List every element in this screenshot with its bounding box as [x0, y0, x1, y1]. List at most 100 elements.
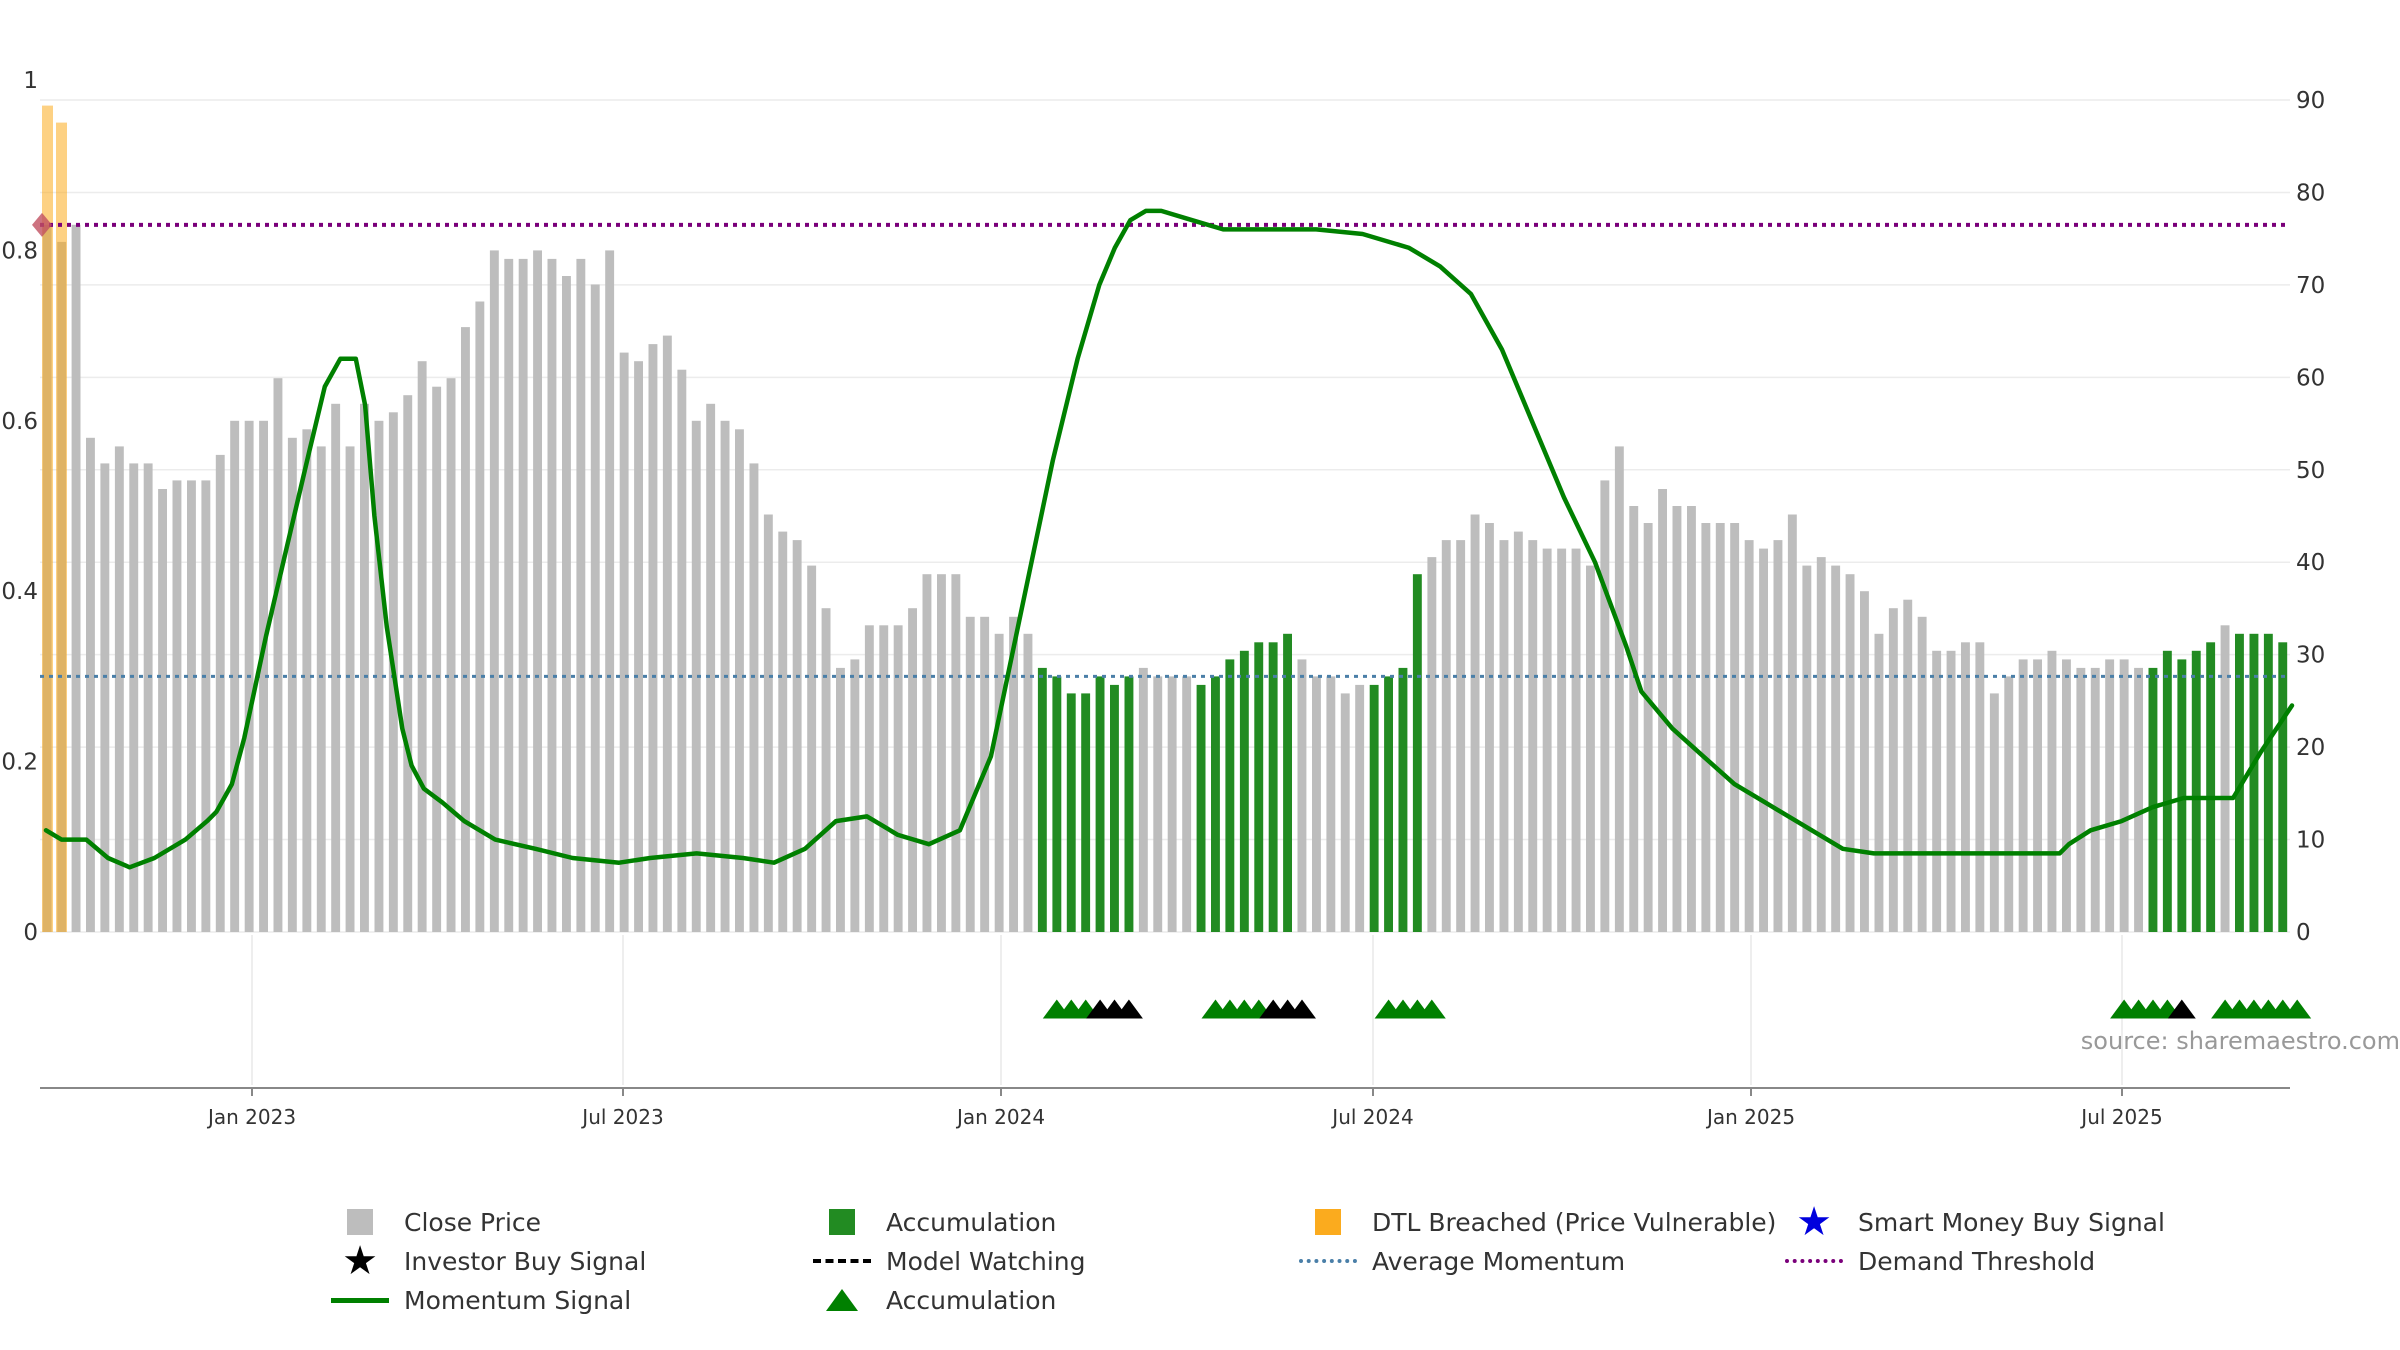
close-price-bar [1427, 557, 1437, 932]
close-price-bar [1542, 548, 1552, 932]
left-axis-tick-label: 0.2 [1, 750, 38, 776]
close-price-bar [662, 335, 672, 933]
close-price-bar [893, 625, 903, 932]
close-price-bar [345, 446, 355, 932]
close-price-bar [1485, 523, 1494, 932]
close-price-bar [2134, 667, 2143, 932]
close-price-bar [533, 250, 542, 932]
close-price-bar [1182, 676, 1192, 932]
close-price-bar [129, 463, 139, 932]
accumulation-bar [2278, 642, 2288, 932]
close-price-bar [2062, 659, 2071, 932]
accumulation-bar [1268, 642, 1278, 932]
source-note: source: sharemaestro.com [2081, 1027, 2400, 1055]
close-price-bar [1441, 540, 1451, 932]
accumulation-bar [1081, 693, 1091, 932]
close-price-bar [2220, 625, 2230, 932]
close-price-bar [922, 574, 932, 932]
close-price-bar [2004, 676, 2014, 932]
close-price-bar [1297, 659, 1307, 932]
close-price-bar [201, 480, 211, 932]
close-price-bar [114, 446, 124, 932]
close-price-bar [1888, 608, 1898, 932]
accumulation-bar [2235, 633, 2244, 932]
close-price-bar [1874, 633, 1884, 932]
right-axis-tick-label: 50 [2296, 458, 2325, 484]
close-price-bar [2119, 659, 2129, 932]
close-price-bar [648, 344, 658, 933]
close-price-bar [1312, 676, 1321, 932]
close-price-bar [1672, 506, 1682, 932]
accumulation-marker [1417, 999, 1446, 1019]
close-price-bar [302, 429, 312, 932]
close-price-bar [1860, 591, 1869, 932]
close-price-bar [2090, 667, 2100, 932]
close-price-bar [547, 258, 557, 932]
close-price-bar [1687, 506, 1696, 932]
close-price-bar [100, 463, 110, 932]
accumulation-bar [1254, 642, 1264, 932]
right-axis-tick-label: 20 [2296, 735, 2325, 761]
close-price-bar [562, 276, 571, 932]
left-axis-tick-label: 0.4 [1, 579, 38, 605]
x-axis-tick-label: Jan 2023 [206, 1105, 296, 1129]
close-price-bar [259, 420, 268, 932]
close-price-bar [634, 361, 643, 932]
accumulation-bar [1110, 684, 1119, 932]
close-price-bar [1730, 523, 1740, 932]
close-price-bar [1773, 540, 1783, 932]
accumulation-bar [2191, 650, 2201, 932]
investor-buy-marker [1114, 999, 1143, 1019]
close-price-bar [1153, 676, 1163, 932]
accumulation-bar [2206, 642, 2216, 932]
investor-buy-marker [2167, 999, 2196, 1019]
close-price-bar [273, 378, 283, 932]
close-price-bar [518, 258, 528, 932]
x-axis-tick-label: Jul 2024 [1330, 1105, 1413, 1129]
close-price-bar [937, 574, 946, 932]
accumulation-bar [1225, 659, 1235, 932]
accumulation-bar [2263, 633, 2273, 932]
close-price-bar [1845, 574, 1855, 932]
close-price-bar [1340, 693, 1350, 932]
close-price-bar [287, 437, 297, 932]
close-price-bar [1470, 514, 1480, 932]
x-axis-tick-label: Jul 2025 [2079, 1105, 2162, 1129]
close-price-bar [331, 403, 341, 932]
close-price-bar [763, 514, 773, 932]
close-price-bar [864, 625, 874, 932]
close-price-bar [432, 386, 442, 932]
close-price-bar [1528, 540, 1538, 932]
close-price-bar [1975, 642, 1985, 932]
close-price-bar [1326, 676, 1336, 932]
accumulation-bar [2177, 659, 2187, 932]
close-price-bar [2076, 667, 2086, 932]
right-axis-tick-label: 70 [2296, 273, 2325, 299]
close-price-bar [1586, 565, 1595, 932]
right-axis-tick-label: 40 [2296, 550, 2325, 576]
dtl-breached-bar [42, 105, 53, 933]
close-price-bar [2105, 659, 2115, 932]
close-price-bar [1961, 642, 1970, 932]
close-price-bar [1903, 599, 1913, 932]
accumulation-bar [1124, 676, 1134, 932]
close-price-bar [2018, 659, 2028, 932]
close-price-bar [735, 429, 744, 932]
close-price-bar [1009, 616, 1018, 932]
close-price-bar [1701, 523, 1711, 932]
marker-layer [1042, 999, 2312, 1019]
close-price-bar [576, 258, 586, 932]
close-price-bar [908, 608, 917, 932]
left-axis-tick-label: 0.8 [1, 238, 38, 264]
close-price-bar [446, 378, 456, 932]
close-price-bar [691, 420, 701, 932]
close-price-bar [1600, 480, 1610, 932]
close-price-bar [403, 395, 413, 932]
accumulation-bar [1037, 667, 1047, 932]
left-axis-tick-label: 1 [23, 68, 38, 94]
close-price-bar [2047, 650, 2057, 932]
close-price-bar [316, 446, 326, 932]
close-price-bar [792, 540, 802, 932]
close-price-bar [1932, 650, 1942, 932]
